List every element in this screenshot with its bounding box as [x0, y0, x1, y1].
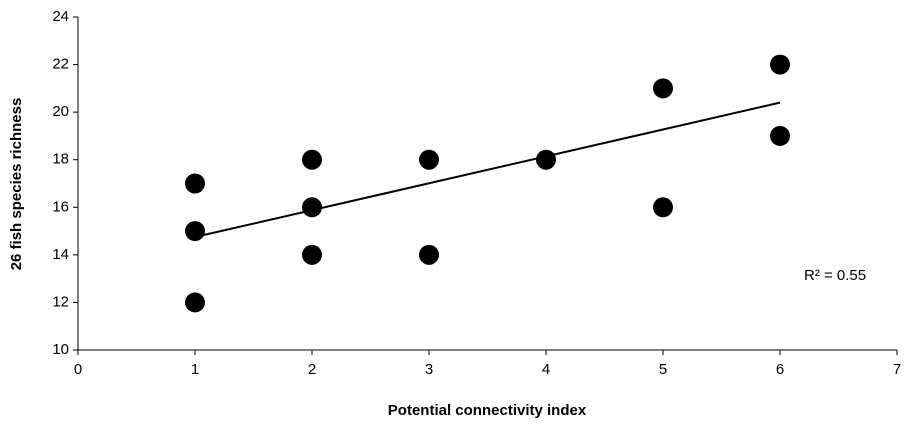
y-axis-title: 26 fish species richness [8, 98, 25, 271]
x-tick-label: 1 [191, 361, 199, 378]
y-tick-label: 18 [52, 151, 69, 168]
point [653, 78, 673, 99]
y-tick-label: 24 [52, 8, 69, 25]
y-tick-label: 14 [52, 246, 69, 263]
y-tick-label: 20 [52, 103, 69, 120]
point [302, 197, 322, 218]
trendline [194, 101, 781, 238]
point [770, 125, 790, 146]
y-tick-label: 22 [52, 56, 69, 73]
x-tick-label: 6 [776, 361, 784, 378]
annotation: R² = 0.55 [804, 267, 866, 284]
point [185, 292, 205, 313]
point [536, 149, 556, 170]
y-tick-label: 12 [52, 293, 69, 310]
x-axis-title: Potential connectivity index [388, 402, 587, 419]
point [770, 54, 790, 75]
y-tick-label: 10 [52, 341, 69, 358]
x-tick-label: 3 [425, 361, 433, 378]
point [302, 149, 322, 170]
x-tick-label: 2 [308, 361, 316, 378]
point [185, 221, 205, 242]
point [419, 149, 439, 170]
point [302, 244, 322, 265]
x-tick-label: 0 [74, 361, 82, 378]
y-tick-label: 16 [52, 198, 69, 215]
point [419, 244, 439, 265]
x-tick-label: 4 [542, 361, 550, 378]
x-tick-label: 7 [893, 361, 901, 378]
point [185, 173, 205, 194]
point [653, 197, 673, 218]
x-tick-label: 5 [659, 361, 667, 378]
